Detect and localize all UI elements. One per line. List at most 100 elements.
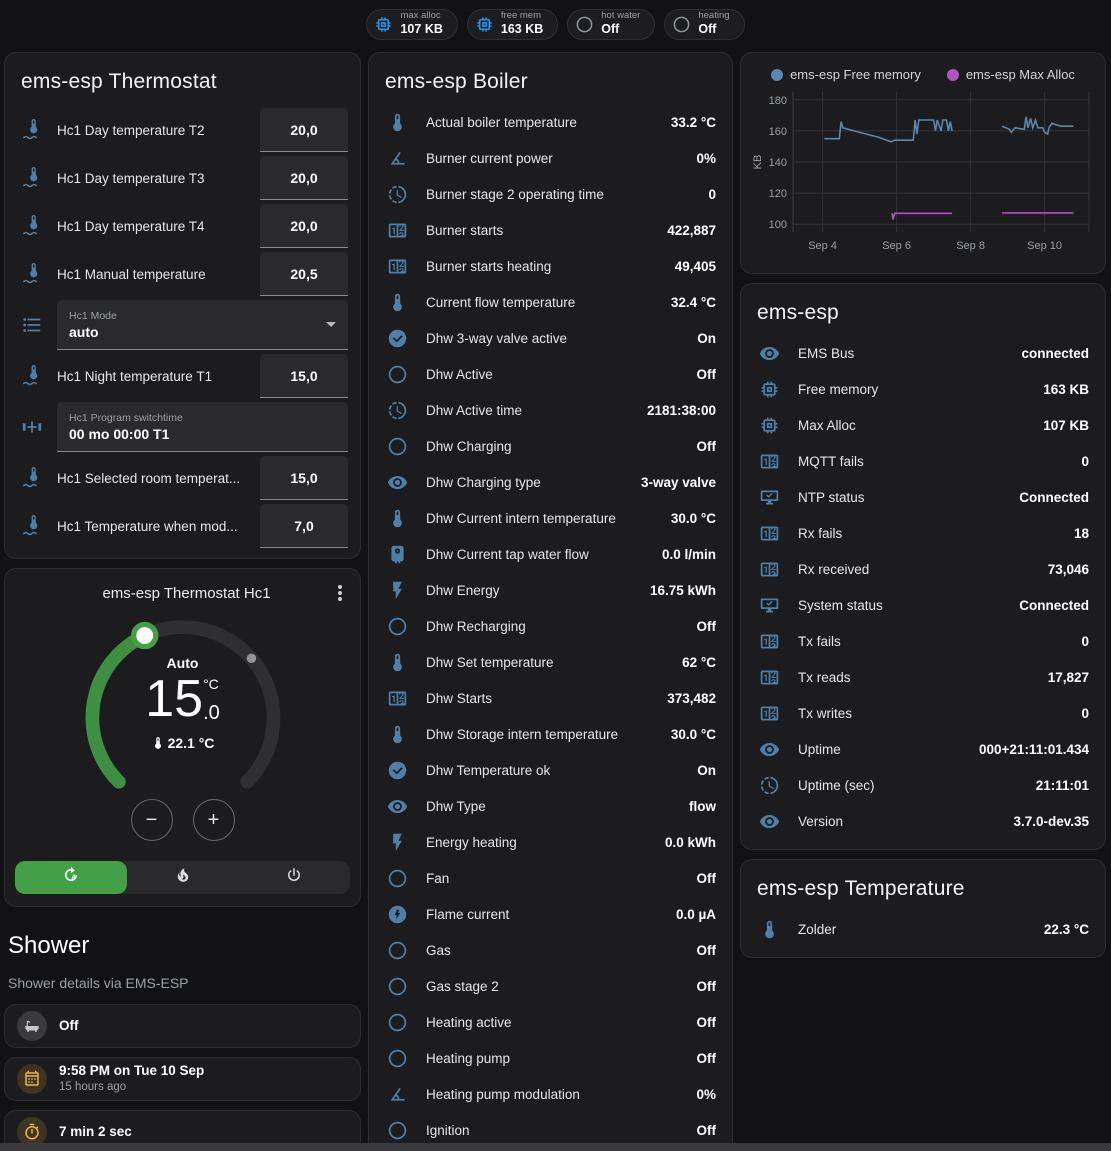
- entity-row[interactable]: Dhw Set temperature 62 °C: [369, 644, 732, 680]
- dial-target-knob[interactable]: [130, 621, 158, 650]
- entity-row[interactable]: MQTT fails 0: [741, 443, 1105, 479]
- entity-value: 0%: [696, 150, 716, 166]
- entity-row[interactable]: Dhw Type flow: [369, 788, 732, 824]
- entity-row[interactable]: Tx reads 17,827: [741, 659, 1105, 695]
- entity-row[interactable]: Tx writes 0: [741, 695, 1105, 731]
- entity-row[interactable]: Tx fails 0: [741, 623, 1105, 659]
- status-badge[interactable]: heating Off: [664, 8, 745, 40]
- entity-row[interactable]: Heating active Off: [369, 1004, 732, 1040]
- more-options-icon[interactable]: [328, 581, 352, 605]
- thermometer-icon: [154, 737, 161, 749]
- setting-label: Hc1 Day temperature T3: [57, 170, 205, 186]
- entity-row[interactable]: EMS Bus connected: [741, 335, 1105, 371]
- entity-row[interactable]: Gas stage 2 Off: [369, 968, 732, 1004]
- entity-value: 0: [1081, 453, 1089, 469]
- calendar-icon: [17, 1064, 47, 1094]
- entity-row[interactable]: Dhw Temperature ok On: [369, 752, 732, 788]
- flash-icon: [387, 580, 408, 601]
- entity-row[interactable]: Heating pump Off: [369, 1040, 732, 1076]
- number-input[interactable]: 20,0: [260, 204, 348, 248]
- entity-row[interactable]: Dhw Charging Off: [369, 428, 732, 464]
- entity-row[interactable]: Zolder 22.3 °C: [741, 911, 1105, 947]
- entity-row[interactable]: NTP status Connected: [741, 479, 1105, 515]
- entity-value: 0%: [696, 1086, 716, 1102]
- entity-label: Dhw Energy: [426, 582, 500, 598]
- shower-info-card[interactable]: 9:58 PM on Tue 10 Sep 15 hours ago: [4, 1057, 361, 1101]
- legend-item[interactable]: ems-esp Free memory: [771, 67, 921, 82]
- entity-row[interactable]: Dhw Current tap water flow 0.0 l/min: [369, 536, 732, 572]
- entity-row[interactable]: Burner current power 0%: [369, 140, 732, 176]
- text-input[interactable]: Hc1 Program switchtime 00 mo 00:00 T1: [57, 402, 348, 452]
- setting-label: Hc1 Manual temperature: [57, 266, 206, 282]
- number-input[interactable]: 20,5: [260, 252, 348, 296]
- thermostat-settings-card: ems-esp Thermostat Hc1 Day temperature T…: [4, 52, 361, 559]
- number-input[interactable]: 7,0: [260, 504, 348, 548]
- circle-icon: [575, 15, 594, 34]
- entity-row[interactable]: Rx received 73,046: [741, 551, 1105, 587]
- entity-row[interactable]: Dhw Active Off: [369, 356, 732, 392]
- number-input[interactable]: 20,0: [260, 156, 348, 200]
- entity-label: Dhw 3-way valve active: [426, 330, 568, 346]
- status-badge[interactable]: hot water Off: [567, 8, 656, 40]
- clock-icon: [387, 184, 408, 205]
- entity-value: Off: [696, 1050, 717, 1066]
- entity-label: Actual boiler temperature: [426, 114, 577, 130]
- entity-row[interactable]: Rx fails 18: [741, 515, 1105, 551]
- auto-mode-button[interactable]: A: [15, 861, 127, 894]
- eye-icon: [759, 811, 780, 832]
- status-badge[interactable]: free mem 163 KB: [466, 8, 559, 40]
- legend-item[interactable]: ems-esp Max Alloc: [946, 67, 1075, 82]
- number-input[interactable]: 20,0: [260, 108, 348, 152]
- entity-row[interactable]: Dhw Starts 373,482: [369, 680, 732, 716]
- entity-row[interactable]: Burner stage 2 operating time 0: [369, 176, 732, 212]
- entity-row[interactable]: Uptime (sec) 21:11:01: [741, 767, 1105, 803]
- entity-row[interactable]: Current flow temperature 32.4 °C: [369, 284, 732, 320]
- setting-label: Hc1 Temperature when mod...: [57, 518, 238, 534]
- entity-row[interactable]: Max Alloc 107 KB: [741, 407, 1105, 443]
- entity-label: Heating pump modulation: [426, 1086, 580, 1102]
- status-badge[interactable]: max alloc 107 KB: [366, 8, 458, 40]
- list-icon: [21, 314, 43, 336]
- entity-row[interactable]: Dhw Storage intern temperature 30.0 °C: [369, 716, 732, 752]
- entity-row[interactable]: Actual boiler temperature 33.2 °C: [369, 104, 732, 140]
- entity-row[interactable]: Energy heating 0.0 kWh: [369, 824, 732, 860]
- thermometer-water-icon: [21, 365, 43, 387]
- angle-icon: [387, 148, 408, 169]
- entity-row[interactable]: Gas Off: [369, 932, 732, 968]
- entity-row[interactable]: Ignition Off: [369, 1112, 732, 1148]
- entity-row[interactable]: Burner starts heating 49,405: [369, 248, 732, 284]
- entity-row[interactable]: Dhw Recharging Off: [369, 608, 732, 644]
- angle-icon: [387, 1084, 408, 1105]
- shower-section-title: Shower: [8, 932, 90, 959]
- entity-row[interactable]: Dhw Active time 2181:38:00: [369, 392, 732, 428]
- shower-info-card[interactable]: Off: [4, 1004, 361, 1048]
- temp-decrease-button[interactable]: −: [130, 799, 173, 841]
- entity-value: 373,482: [667, 690, 716, 706]
- entity-value: On: [697, 330, 716, 346]
- number-input[interactable]: 15,0: [260, 354, 348, 398]
- off-mode-button[interactable]: [238, 861, 350, 894]
- entity-row[interactable]: Dhw Current intern temperature 30.0 °C: [369, 500, 732, 536]
- select-input[interactable]: Hc1 Mode auto: [57, 300, 348, 350]
- thermometer-icon: [387, 292, 408, 313]
- entity-row[interactable]: Dhw 3-way valve active On: [369, 320, 732, 356]
- entity-row[interactable]: Burner starts 422,887: [369, 212, 732, 248]
- entity-row[interactable]: System status Connected: [741, 587, 1105, 623]
- entity-label: Dhw Active: [426, 366, 493, 382]
- entity-row[interactable]: Dhw Energy 16.75 kWh: [369, 572, 732, 608]
- horizontal-scrollbar[interactable]: [0, 1143, 1111, 1151]
- temp-increase-button[interactable]: +: [192, 799, 235, 841]
- heat-mode-button[interactable]: [127, 861, 239, 894]
- badge-label: free mem: [500, 10, 541, 22]
- entity-row[interactable]: Fan Off: [369, 860, 732, 896]
- entity-value: 30.0 °C: [670, 510, 716, 526]
- entity-value: 0.0 kWh: [664, 834, 716, 850]
- shower-value: 7 min 2 sec: [59, 1123, 132, 1139]
- number-input[interactable]: 15,0: [260, 456, 348, 500]
- entity-row[interactable]: Flame current 0.0 µA: [369, 896, 732, 932]
- entity-row[interactable]: Uptime 000+21:11:01.434: [741, 731, 1105, 767]
- entity-row[interactable]: Heating pump modulation 0%: [369, 1076, 732, 1112]
- entity-row[interactable]: Dhw Charging type 3-way valve: [369, 464, 732, 500]
- entity-row[interactable]: Free memory 163 KB: [741, 371, 1105, 407]
- entity-row[interactable]: Version 3.7.0-dev.35: [741, 803, 1105, 839]
